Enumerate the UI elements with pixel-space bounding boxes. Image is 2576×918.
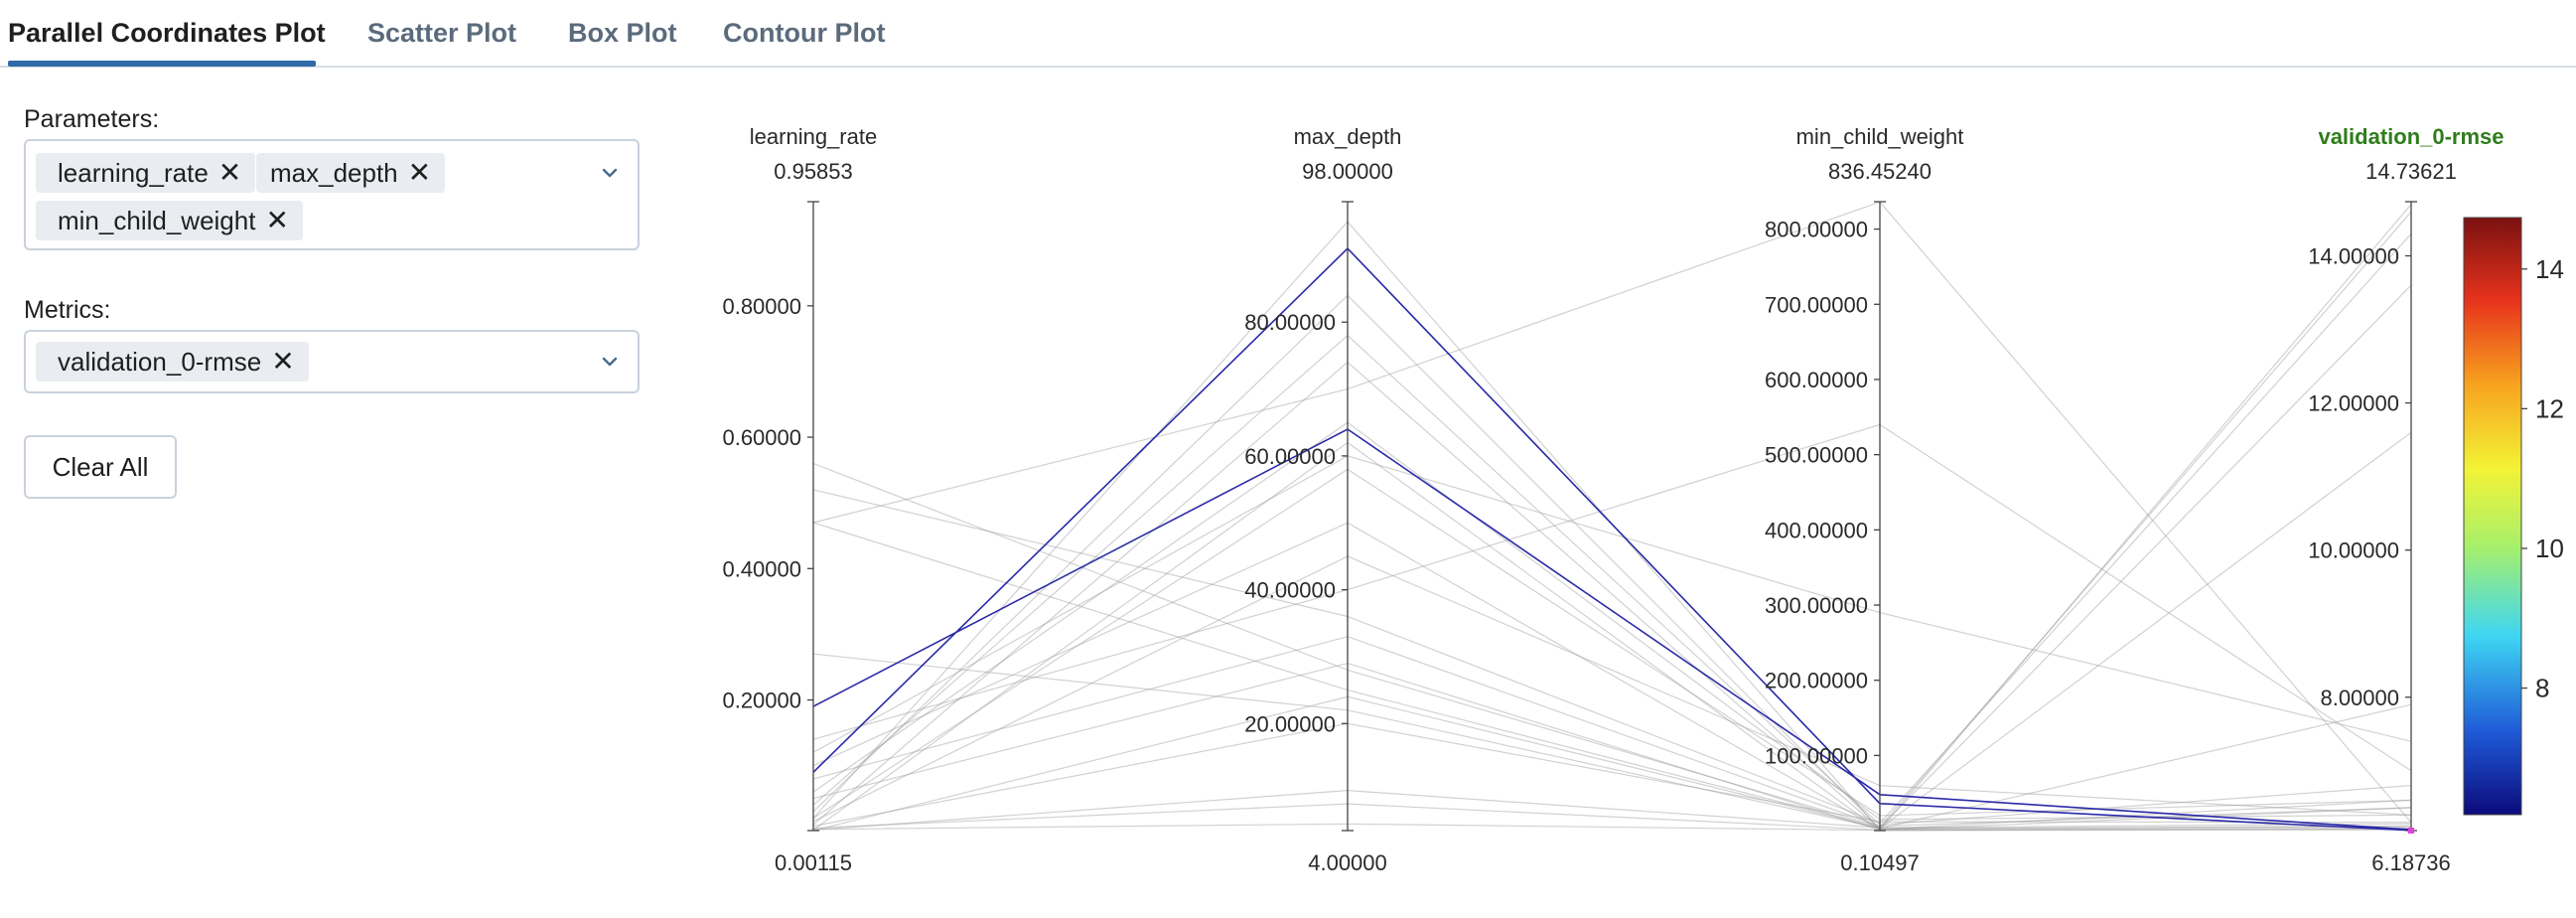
tab-box-plot[interactable]: Box Plot [568,18,677,48]
tick-label: 8.00000 [2320,686,2399,710]
tick-label: 0.60000 [722,425,801,450]
trial-line [812,468,2412,820]
trial-line [812,789,2412,831]
active-tab-indicator [8,61,316,67]
axis-min-label: 0.00115 [775,850,852,875]
trial-lines [812,201,2412,832]
colorbar-gradient [2463,217,2522,816]
axis-max-label: 0.95853 [774,159,853,184]
tick-label: 400.00000 [1765,518,1868,542]
highlighted-trial-line [812,428,2412,831]
tick-label: 300.00000 [1765,593,1868,618]
axis-min-label: 6.18736 [2371,850,2451,875]
trial-line [812,803,2412,831]
parameter-chip-max-depth: max_depth ✕ [256,153,446,193]
tick-label: 12.00000 [2308,391,2399,416]
trial-line [812,455,2412,753]
trial-line [812,294,2412,830]
remove-min-child-weight-icon[interactable]: ✕ [265,205,289,235]
trial-line [812,823,2412,832]
colorbar-tick-label: 14 [2535,254,2564,284]
trial-line [812,431,2412,830]
tick-label: 0.20000 [722,688,801,713]
chevron-down-icon[interactable] [600,352,620,372]
tick-label: 14.00000 [2308,244,2399,269]
parallel-coordinates-chart[interactable]: 0.20000 0.40000 0.60000 0.80000 learning_rat… [695,0,2566,918]
trial-line [812,361,2412,831]
colorbar-tick-label: 12 [2535,393,2564,423]
highlighted-trial-line [812,246,2412,832]
trial-line [812,662,2412,831]
chip-label: validation_0-rmse [58,346,262,377]
trial-line [812,201,2412,824]
tick-label: 10.00000 [2308,538,2399,563]
chip-label: min_child_weight [58,205,256,235]
trial-line [812,204,2412,832]
metrics-label: Metrics: [24,296,111,324]
trial-line [812,441,2412,832]
parameters-label: Parameters: [24,105,160,133]
tick-label: 40.00000 [1244,578,1336,603]
axis-max-label: 14.73621 [2365,159,2457,184]
chip-label: learning_rate [58,157,209,188]
axis-title[interactable]: learning_rate [750,124,877,149]
tab-bar: Parallel Coordinates Plot Scatter Plot B… [0,0,2576,68]
chip-label: max_depth [270,157,398,188]
tab-scatter-plot[interactable]: Scatter Plot [367,18,517,48]
parameter-chip-min-child-weight: min_child_weight ✕ [36,201,303,240]
trial-line [812,284,2412,829]
tick-label: 700.00000 [1765,292,1868,317]
metrics-select[interactable]: validation_0-rmse ✕ [24,330,640,393]
trial-line [812,334,2412,826]
axis-min-label: 0.10497 [1840,850,1920,875]
remove-learning-rate-icon[interactable]: ✕ [217,157,242,188]
tick-label: 0.40000 [722,556,801,581]
tick-label: 60.00000 [1244,444,1336,469]
axis-title[interactable]: min_child_weight [1796,124,1964,149]
parameters-select[interactable]: learning_rate ✕ max_depth ✕ min_child_we… [24,139,640,250]
trial-line [812,695,2412,832]
remove-max-depth-icon[interactable]: ✕ [407,157,432,188]
tick-label: 0.80000 [722,294,801,319]
trial-line [812,421,2412,821]
clear-all-button[interactable]: Clear All [24,435,177,499]
trial-line [812,522,2412,831]
axis-max-label: 98.00000 [1302,159,1393,184]
axes-layer: 0.20000 0.40000 0.60000 0.80000 learning_rat… [722,124,2504,875]
tick-label: 80.00000 [1244,310,1336,335]
remove-validation-0-rmse-icon[interactable]: ✕ [271,346,295,377]
tick-label: 800.00000 [1765,218,1868,242]
axis-title[interactable]: max_depth [1294,124,1402,149]
trial-line [812,722,2412,828]
trial-line [812,423,2412,772]
trial-line [812,636,2412,828]
selection-marker [2408,828,2414,834]
chevron-down-icon[interactable] [600,163,620,183]
tick-label: 500.00000 [1765,443,1868,468]
trial-line [812,211,2412,828]
parameter-chip-learning-rate: learning_rate ✕ [36,153,256,193]
colorbar-tick-label: 8 [2535,674,2549,703]
colorbar: 8 10 12 14 [2463,217,2564,816]
axis-title[interactable]: validation_0-rmse [2318,124,2504,149]
colorbar-tick-label: 10 [2535,534,2564,563]
tick-label: 100.00000 [1765,743,1868,768]
tab-parallel-coordinates-plot[interactable]: Parallel Coordinates Plot [8,18,326,48]
tick-label: 600.00000 [1765,368,1868,392]
tick-label: 200.00000 [1765,669,1868,693]
tick-label: 20.00000 [1244,711,1336,736]
metric-chip-validation-0-rmse: validation_0-rmse ✕ [36,342,309,382]
axis-min-label: 4.00000 [1308,850,1387,875]
trial-line [812,232,2412,825]
tab-contour-plot[interactable]: Contour Plot [723,18,886,48]
trial-line [812,555,2412,823]
axis-max-label: 836.45240 [1828,159,1932,184]
